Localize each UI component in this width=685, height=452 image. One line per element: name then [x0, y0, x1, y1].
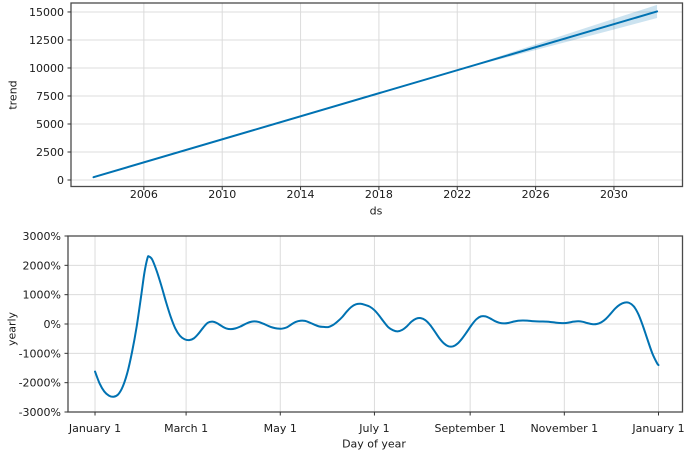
yearly-seasonality-line — [94, 255, 660, 398]
y-tick-label: 5000 — [36, 118, 64, 131]
y-tick-label: -3000% — [19, 406, 61, 419]
y-tick-label: 1000% — [23, 289, 61, 302]
yearly-x-axis-label: Day of year — [342, 437, 406, 451]
y-tick-label: 2000% — [23, 259, 61, 272]
y-tick-label: 0 — [57, 174, 64, 187]
x-tick-label: July 1 — [358, 422, 389, 435]
trend-y-axis-label: trend — [6, 80, 20, 110]
y-tick-label: 0% — [44, 318, 61, 331]
y-tick-label: 12500 — [29, 34, 64, 47]
y-tick-label: -2000% — [19, 377, 61, 390]
trend-line — [92, 10, 659, 179]
trend-chart: 2006 2010 2014 2018 2022 2026 2030 0 2500 5000 750… — [29, 2, 684, 201]
y-tick-label: 10000 — [29, 62, 64, 75]
y-tick-label: 3000% — [23, 230, 61, 243]
yearly-chart: January 1 March 1 May 1 July 1 September 1 No… — [19, 230, 685, 435]
trend-uncertainty-band — [463, 4, 658, 69]
x-tick-label: 2014 — [287, 188, 315, 201]
x-tick-label: 2006 — [130, 188, 158, 201]
trend-plot-border — [70, 2, 684, 188]
x-tick-label: 2018 — [365, 188, 393, 201]
x-tick-label: 2026 — [522, 188, 550, 201]
x-tick-label: January 1 — [631, 422, 684, 435]
x-tick-label: November 1 — [530, 422, 598, 435]
y-tick-label: -1000% — [19, 347, 61, 360]
x-tick-label: 2022 — [443, 188, 471, 201]
yearly-y-axis-label: yearly — [5, 311, 19, 347]
y-tick-label: 7500 — [36, 90, 64, 103]
x-tick-label: May 1 — [264, 422, 297, 435]
x-tick-label: 2030 — [600, 188, 628, 201]
x-tick-label: September 1 — [435, 422, 506, 435]
y-tick-label: 2500 — [36, 146, 64, 159]
trend-x-axis-label: ds — [369, 204, 383, 218]
y-tick-label: 15000 — [29, 6, 64, 19]
x-tick-label: January 1 — [68, 422, 121, 435]
x-tick-label: March 1 — [164, 422, 208, 435]
x-tick-label: 2010 — [208, 188, 236, 201]
